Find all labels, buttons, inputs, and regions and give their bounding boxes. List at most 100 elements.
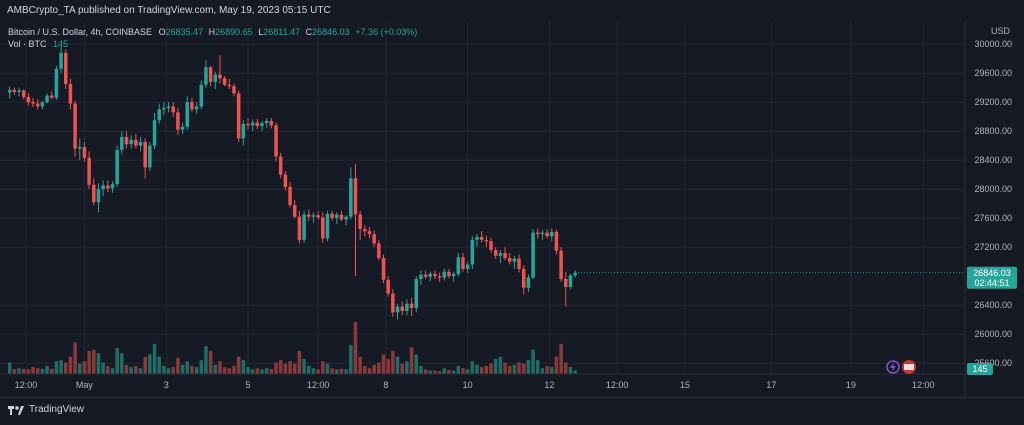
- volume-bar: [236, 356, 241, 374]
- candle-body: [176, 112, 180, 130]
- candle-body: [297, 216, 302, 240]
- candle-body: [330, 213, 334, 219]
- candle-body: [171, 106, 175, 113]
- candle-body: [246, 123, 250, 126]
- volume-label: Vol · BTC: [8, 39, 47, 49]
- volume-bar: [447, 369, 451, 374]
- volume-bar: [138, 368, 143, 374]
- volume-bar: [419, 365, 423, 374]
- volume-bar: [433, 370, 437, 374]
- volume-bar: [428, 370, 433, 374]
- volume-bar: [302, 358, 306, 374]
- price-tick-label: 26000.00: [974, 329, 1012, 339]
- price-tick-label: 29200.00: [974, 97, 1012, 107]
- open-value: 26835.47: [166, 27, 204, 37]
- volume-bar: [559, 343, 563, 374]
- volume-bar: [157, 356, 161, 374]
- volume-bar: [311, 368, 316, 374]
- candle-body: [428, 273, 433, 277]
- time-tick-label: 17: [766, 380, 776, 390]
- volume-bar: [409, 347, 414, 374]
- candle-body: [573, 272, 577, 276]
- candle-body: [63, 52, 68, 84]
- volume-bar: [386, 358, 390, 374]
- volume-bar: [381, 354, 386, 374]
- volume-bar: [484, 365, 489, 374]
- time-axis[interactable]: 12:00 May 3 5 12:00 8 10 12 12:00 15 17 19 12:00: [0, 373, 965, 390]
- volume-bar: [344, 369, 348, 374]
- time-tick-label: 12:00: [606, 380, 629, 390]
- volume-bar: [115, 348, 119, 374]
- event-icons[interactable]: [886, 360, 916, 374]
- countdown-label: 02:44:51: [974, 278, 1009, 288]
- price-tick-label: 28400.00: [974, 155, 1012, 165]
- open-label: O: [159, 27, 166, 37]
- svg-text:Bitcoin / U.S. Dollar, 4h, COI: Bitcoin / U.S. Dollar, 4h, COINBASE O268…: [8, 27, 417, 37]
- volume-bar: [442, 368, 447, 374]
- candle-body: [423, 274, 428, 277]
- volume-bar: [73, 342, 77, 374]
- volume-bar: [377, 362, 381, 374]
- candle-body: [316, 215, 320, 218]
- volume-bar: [264, 368, 269, 374]
- volume-bar: [194, 367, 199, 374]
- legend: Bitcoin / U.S. Dollar, 4h, COINBASE O268…: [8, 27, 417, 49]
- candle-body: [465, 264, 470, 269]
- tradingview-logo[interactable]: TradingView: [8, 398, 84, 422]
- candle-body: [372, 234, 376, 244]
- candle-body: [7, 89, 12, 93]
- candle-body: [49, 95, 54, 98]
- candle-body: [269, 120, 274, 126]
- candle-body: [12, 89, 17, 92]
- high-value: 26890.65: [215, 27, 253, 37]
- candle-body: [479, 236, 484, 240]
- candle-body: [288, 186, 292, 206]
- price-axis[interactable]: USD 30000.00 29600.00 29200.00 28800.00 2840…: [964, 22, 1012, 397]
- volume-bar: [470, 361, 475, 374]
- chart-panel[interactable]: USD 30000.00 29600.00 29200.00 28800.00 2840…: [0, 22, 1024, 397]
- time-tick-label: 12: [544, 380, 554, 390]
- volume-bar: [101, 362, 105, 374]
- price-tick-label: 27200.00: [974, 242, 1012, 252]
- volume-bar: [171, 367, 175, 374]
- candle-body: [278, 156, 283, 175]
- candle-body: [325, 213, 330, 239]
- volume-bar: [437, 371, 442, 374]
- candle-body: [493, 250, 498, 256]
- candle-body: [199, 84, 204, 107]
- candle-body: [498, 252, 503, 256]
- candle-body: [59, 52, 63, 69]
- volume-bar: [250, 369, 255, 374]
- volume-bar: [199, 360, 204, 374]
- time-tick-label: 12:00: [15, 380, 38, 390]
- time-tick-label: 15: [680, 380, 690, 390]
- volume-bar: [255, 368, 260, 374]
- candle-body: [283, 174, 288, 187]
- volume-bar: [180, 364, 185, 374]
- candle-body: [78, 147, 82, 149]
- candle-body: [512, 258, 517, 262]
- volume-bar: [479, 367, 484, 374]
- price-tick-label: 29600.00: [974, 68, 1012, 78]
- volume-bar: [391, 350, 395, 374]
- volume-badge: 145: [967, 363, 993, 375]
- candle-body: [213, 74, 218, 82]
- candle-body: [433, 273, 437, 277]
- volume-bar: [535, 360, 540, 374]
- candle-body: [120, 136, 124, 150]
- candle-body: [110, 184, 115, 189]
- volume-bar: [143, 356, 147, 374]
- candle-body: [260, 123, 264, 127]
- volume-bar: [176, 357, 180, 374]
- candle-body: [166, 106, 171, 108]
- candlestick-chart[interactable]: USD 30000.00 29600.00 29200.00 28800.00 2840…: [0, 22, 1024, 397]
- volume-bar: [339, 368, 344, 374]
- candle-body: [349, 178, 353, 217]
- candle-body: [437, 276, 442, 278]
- candle-body: [456, 257, 461, 274]
- volume-bar: [564, 362, 568, 374]
- candle-body: [31, 102, 35, 104]
- volume-bar: [456, 365, 461, 374]
- volume-bar: [465, 369, 470, 374]
- candle-body: [363, 229, 367, 232]
